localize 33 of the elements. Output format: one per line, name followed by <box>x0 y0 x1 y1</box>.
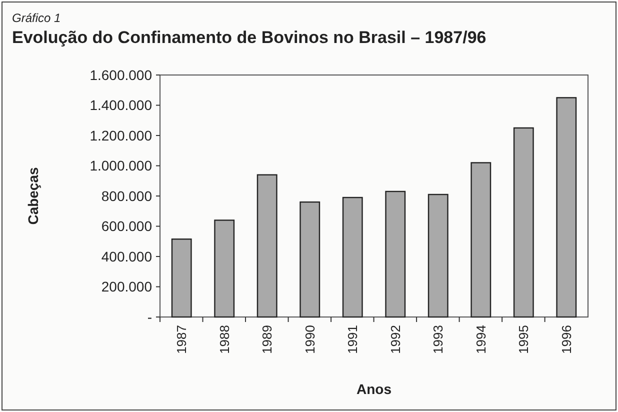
bar <box>556 97 577 318</box>
x-axis-title: Anos <box>356 381 392 397</box>
y-tick-label: 1.200.000 <box>90 127 152 144</box>
y-tick-label: 1.600.000 <box>90 66 152 83</box>
y-tick-label: 800.000 <box>101 188 152 204</box>
y-tick-label: 400.000 <box>101 248 152 264</box>
y-tick-label: - <box>147 308 152 325</box>
bar <box>300 201 320 318</box>
x-tick-label: 1993 <box>430 325 446 354</box>
x-tick-label: 1992 <box>388 325 403 354</box>
x-tick-label: 1989 <box>260 325 275 354</box>
x-tick-label: 1991 <box>345 325 360 354</box>
x-tick-label: 1987 <box>174 325 190 354</box>
bar <box>256 174 278 318</box>
text: Gráfico 1 <box>12 11 61 25</box>
y-tick-label: 1.400.000 <box>90 97 152 114</box>
bar <box>385 190 406 318</box>
chart-title: Evolução do Confinamento de Bovinos no Brasil – 1987/96 <box>12 28 486 47</box>
bar <box>342 196 363 318</box>
y-tick-label: 600.000 <box>101 218 152 234</box>
y-axis-title: Cabeças <box>25 166 41 225</box>
x-tick-label: 1995 <box>516 325 532 354</box>
y-tick-label: 200.000 <box>101 278 152 295</box>
bar <box>214 220 235 318</box>
bar <box>513 127 534 318</box>
x-tick-label: 1988 <box>216 325 232 354</box>
x-tick-label: 1996 <box>558 325 574 354</box>
bar <box>428 194 448 318</box>
bar <box>470 162 492 318</box>
y-tick-label: 1.000.000 <box>90 158 152 174</box>
bar <box>171 238 192 318</box>
x-tick-label: 1990 <box>302 325 318 354</box>
x-tick-label: 1994 <box>473 325 488 354</box>
